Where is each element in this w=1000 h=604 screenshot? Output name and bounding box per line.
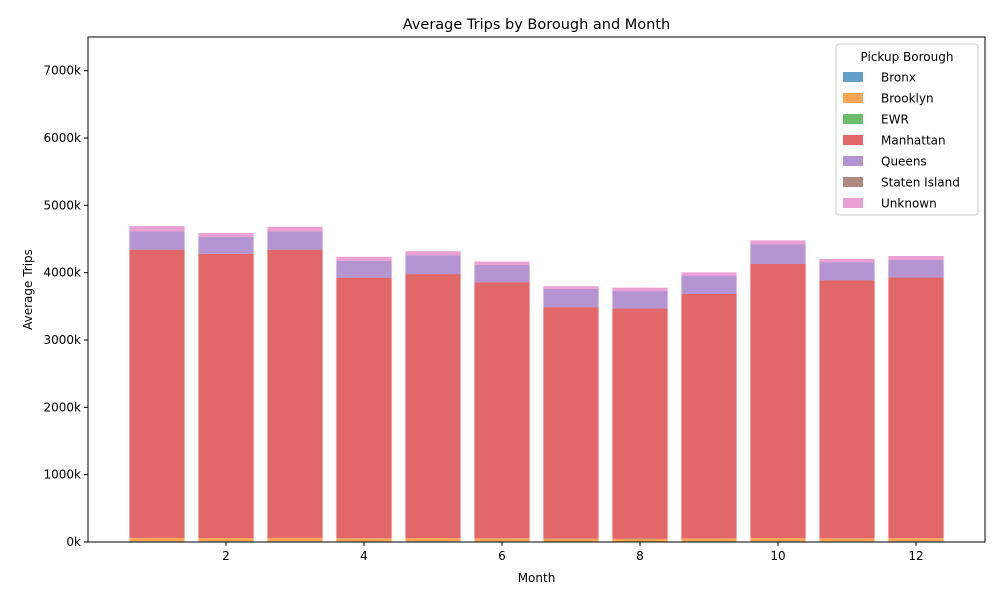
bar-queens-month-8 — [612, 291, 667, 309]
legend-swatch-queens — [843, 156, 863, 166]
bar-brooklyn-month-5 — [405, 538, 460, 541]
bar-queens-month-10 — [750, 244, 805, 264]
y-tick-label: 0k — [66, 535, 81, 549]
x-tick-label: 4 — [360, 549, 368, 563]
legend-label: Unknown — [881, 197, 937, 211]
bar-unknown-month-1 — [129, 226, 184, 231]
bar-manhattan-month-5 — [405, 274, 460, 538]
x-tick-label: 12 — [908, 549, 923, 563]
bar-queens-month-1 — [129, 232, 184, 250]
chart-title: Average Trips by Borough and Month — [403, 17, 671, 33]
bar-queens-month-3 — [267, 232, 322, 250]
bar-brooklyn-month-12 — [888, 538, 943, 541]
bar-manhattan-month-9 — [681, 294, 736, 538]
y-tick-label: 1000k — [44, 468, 82, 482]
legend-swatch-manhattan — [843, 135, 863, 145]
x-tick-label: 10 — [770, 549, 785, 563]
bar-unknown-month-4 — [336, 257, 391, 261]
bar-manhattan-month-4 — [336, 278, 391, 539]
bar-unknown-month-5 — [405, 251, 460, 255]
bar-brooklyn-month-9 — [681, 538, 736, 541]
legend-label: EWR — [881, 113, 909, 127]
legend-title: Pickup Borough — [861, 50, 954, 64]
bar-unknown-month-11 — [819, 259, 874, 262]
bar-brooklyn-month-10 — [750, 538, 805, 541]
bar-manhattan-month-2 — [198, 254, 253, 538]
bar-queens-month-7 — [543, 289, 598, 307]
bar-brooklyn-month-7 — [543, 539, 598, 542]
bar-manhattan-month-3 — [267, 250, 322, 538]
bar-queens-month-9 — [681, 276, 736, 294]
legend-label: Queens — [881, 155, 927, 169]
bar-brooklyn-month-3 — [267, 538, 322, 541]
bar-unknown-month-3 — [267, 227, 322, 232]
legend-label: Brooklyn — [881, 92, 934, 106]
bar-unknown-month-9 — [681, 272, 736, 275]
legend-label: Manhattan — [881, 134, 946, 148]
bar-queens-month-4 — [336, 261, 391, 278]
bar-unknown-month-8 — [612, 288, 667, 291]
y-tick-label: 2000k — [44, 400, 82, 414]
x-axis-label: Month — [518, 571, 556, 585]
legend-swatch-ewr — [843, 114, 863, 124]
legend: Pickup Borough Bronx Brooklyn EWR Manhattan… — [836, 44, 978, 215]
bar-unknown-month-7 — [543, 286, 598, 289]
bar-manhattan-month-7 — [543, 307, 598, 539]
bar-manhattan-month-12 — [888, 278, 943, 539]
y-tick-label: 3000k — [44, 333, 82, 347]
bar-brooklyn-month-4 — [336, 538, 391, 541]
legend-label: Staten Island — [881, 176, 960, 190]
y-tick-label: 6000k — [44, 131, 82, 145]
bar-unknown-month-6 — [474, 262, 529, 265]
bar-unknown-month-12 — [888, 256, 943, 260]
legend-label: Bronx — [881, 71, 916, 85]
legend-swatch-brooklyn — [843, 93, 863, 103]
y-axis-label: Average Trips — [21, 249, 35, 330]
bar-brooklyn-month-11 — [819, 538, 874, 541]
y-tick-label: 4000k — [44, 266, 82, 280]
bar-brooklyn-month-1 — [129, 538, 184, 541]
bar-manhattan-month-11 — [819, 280, 874, 538]
y-tick-label: 7000k — [44, 64, 82, 78]
legend-swatch-staten-island — [843, 177, 863, 187]
bar-queens-month-11 — [819, 262, 874, 280]
bar-manhattan-month-8 — [612, 309, 667, 539]
bar-brooklyn-month-6 — [474, 538, 529, 541]
bar-queens-month-6 — [474, 265, 529, 283]
y-tick-label: 5000k — [44, 198, 82, 212]
bar-queens-month-12 — [888, 260, 943, 278]
bar-manhattan-month-10 — [750, 264, 805, 538]
bar-queens-month-5 — [405, 255, 460, 274]
x-tick-label: 2 — [222, 549, 230, 563]
x-tick-label: 6 — [498, 549, 506, 563]
bar-brooklyn-month-8 — [612, 539, 667, 542]
bar-queens-month-2 — [198, 237, 253, 254]
bar-unknown-month-2 — [198, 233, 253, 237]
bar-manhattan-month-1 — [129, 250, 184, 538]
bar-brooklyn-month-2 — [198, 538, 253, 541]
x-tick-label: 8 — [636, 549, 644, 563]
bar-manhattan-month-6 — [474, 282, 529, 538]
legend-swatch-bronx — [843, 72, 863, 82]
bar-unknown-month-10 — [750, 240, 805, 244]
legend-swatch-unknown — [843, 198, 863, 208]
